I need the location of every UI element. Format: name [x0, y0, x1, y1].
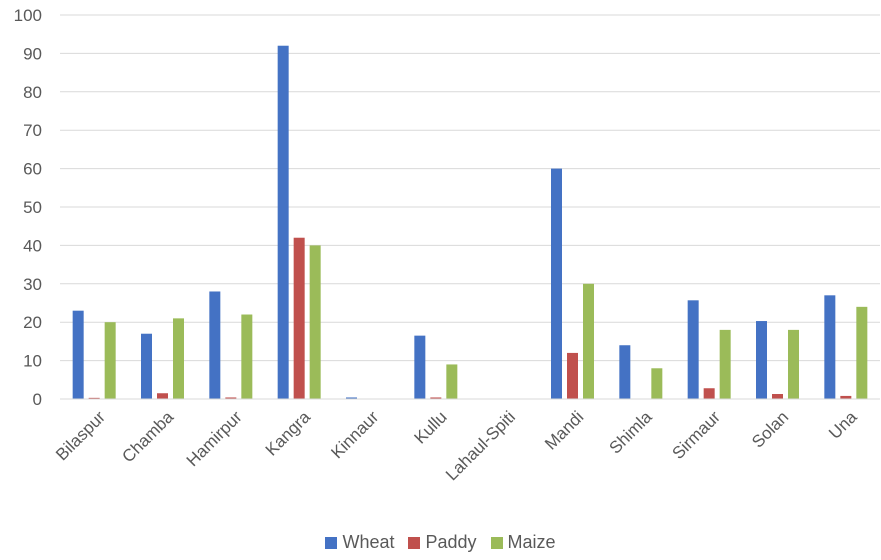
bar-paddy-mandi: [567, 352, 578, 399]
y-tick-label: 20: [23, 313, 42, 332]
bar-maize-mandi: [583, 283, 594, 399]
bar-wheat-mandi: [551, 168, 562, 399]
y-tick-label: 80: [23, 83, 42, 102]
bar-maize-kullu: [446, 364, 458, 399]
legend-swatch: [408, 536, 421, 549]
bar-wheat-solan: [756, 321, 767, 399]
x-tick-label: Chamba: [118, 407, 177, 466]
bar-paddy-kangra: [293, 237, 305, 399]
bar-maize-shimla: [651, 368, 663, 399]
x-tick-label: Kinnaur: [327, 407, 382, 462]
bar-maize-hamirpur: [241, 314, 253, 399]
x-tick-label: Una: [825, 407, 861, 443]
bar-paddy-kullu: [430, 397, 442, 399]
bar-paddy-bilaspur: [88, 397, 100, 399]
bar-wheat-chamba: [141, 333, 152, 399]
bar-paddy-una: [840, 395, 852, 399]
legend-label: Paddy: [425, 532, 477, 552]
bar-wheat-kangra: [277, 45, 289, 399]
legend-item-maize: Maize: [490, 532, 556, 553]
legend: Wheat Paddy Maize: [0, 532, 881, 553]
x-tick-label: Hamirpur: [183, 407, 246, 470]
y-tick-label: 70: [23, 121, 42, 140]
x-tick-label: Kangra: [262, 407, 315, 460]
bar-wheat-una: [824, 295, 836, 399]
legend-label: Wheat: [342, 532, 395, 552]
bar-wheat-shimla: [619, 345, 631, 399]
y-tick-label: 60: [23, 160, 42, 179]
y-tick-label: 30: [23, 275, 42, 294]
y-tick-label: 10: [23, 352, 42, 371]
bar-paddy-chamba: [157, 393, 168, 399]
y-axis: 0 10 20 30 40 50 60 70 80 90 100: [14, 6, 42, 409]
y-tick-label: 40: [23, 236, 42, 255]
y-tick-label: 90: [23, 44, 42, 63]
x-tick-label: Solan: [748, 407, 792, 451]
bar-maize-chamba: [173, 318, 184, 399]
bar-maize-bilaspur: [104, 322, 116, 399]
bar-maize-kangra: [309, 245, 321, 399]
bar-wheat-kullu: [414, 335, 426, 399]
x-tick-label: Kullu: [410, 407, 450, 447]
bar-wheat-kinnaur: [346, 397, 357, 399]
x-axis: Bilaspur Chamba Hamirpur Kangra Kinnaur Kullu…: [52, 398, 880, 484]
legend-label: Maize: [507, 532, 556, 552]
x-tick-label: Sirmaur: [668, 407, 724, 463]
bar-maize-sirmaur: [719, 329, 731, 399]
bar-paddy-solan: [772, 394, 783, 399]
bar-wheat-hamirpur: [209, 291, 221, 399]
bar-wheat-sirmaur: [687, 300, 699, 399]
legend-swatch: [325, 536, 338, 549]
y-tick-label: 50: [23, 198, 42, 217]
legend-swatch: [490, 536, 503, 549]
bar-wheat-bilaspur: [72, 310, 84, 399]
x-tick-label: Lahaul-Spiti: [442, 407, 519, 484]
bar-maize-solan: [788, 329, 799, 399]
y-tick-label: 0: [33, 390, 42, 409]
bar-paddy-hamirpur: [225, 397, 237, 399]
x-tick-label: Bilaspur: [52, 407, 109, 464]
bars: [72, 45, 868, 399]
bar-paddy-sirmaur: [703, 388, 715, 399]
y-tick-label: 100: [14, 6, 42, 25]
legend-item-paddy: Paddy: [408, 532, 477, 553]
x-tick-label: Shimla: [605, 407, 656, 458]
legend-item-wheat: Wheat: [325, 532, 394, 553]
gridlines: [60, 14, 880, 400]
bar-maize-una: [856, 306, 868, 399]
x-tick-label: Mandi: [541, 407, 587, 453]
